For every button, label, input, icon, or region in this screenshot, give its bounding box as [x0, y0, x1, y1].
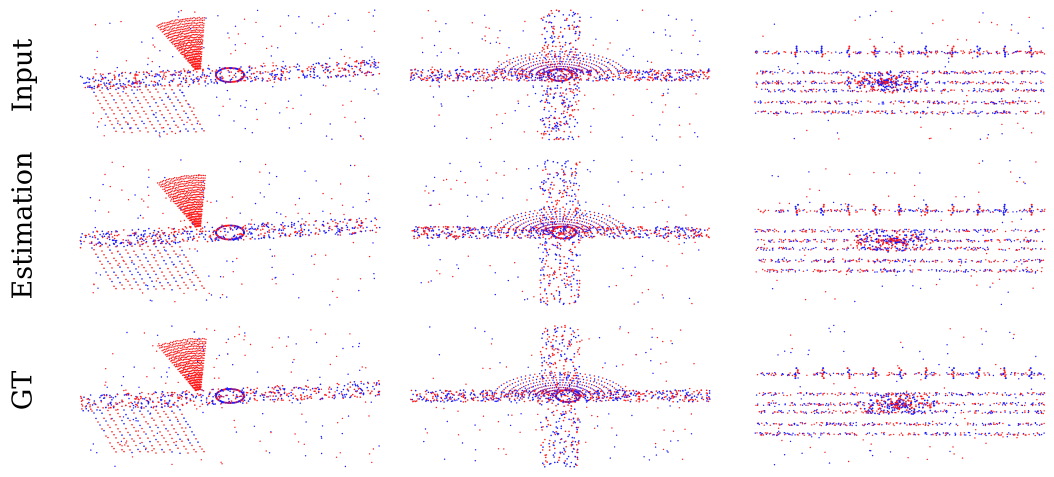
- panel-gt-scene-1: [80, 325, 381, 468]
- row-label-input-text: Input: [7, 38, 39, 112]
- panel-gt-scene-2: [410, 324, 711, 468]
- panel-input-scene-3: [754, 10, 1046, 140]
- panel-input-scene-1: [79, 9, 381, 140]
- row-label-gt-text: GT: [7, 370, 39, 410]
- panel-estimation-scene-1: [79, 159, 381, 306]
- panel-gt-scene-3: [754, 324, 1046, 466]
- panel-estimation-scene-3: [754, 160, 1046, 306]
- row-label-input: Input: [0, 0, 46, 150]
- panel-estimation-scene-2: [411, 159, 710, 306]
- panel-input-scene-2: [409, 9, 711, 141]
- row-label-estimation: Estimation: [0, 150, 46, 300]
- row-label-gt: GT: [0, 315, 46, 465]
- row-label-estimation-text: Estimation: [7, 151, 39, 299]
